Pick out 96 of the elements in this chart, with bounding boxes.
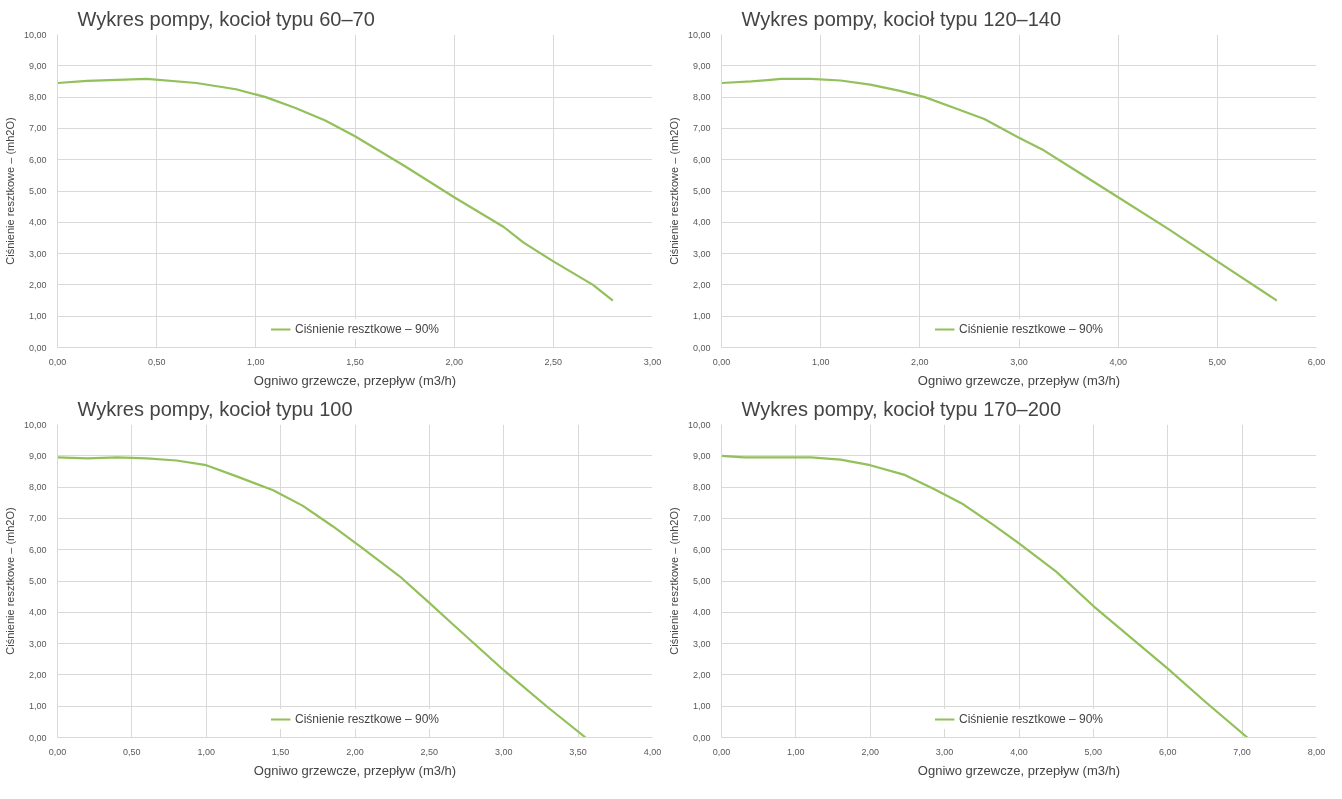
x-tick-label: 0,00 <box>712 746 731 757</box>
x-tick-label: 0,00 <box>48 356 67 367</box>
x-tick-label: 2,50 <box>544 356 563 367</box>
x-tick-label: 1,00 <box>811 356 830 367</box>
y-tick-label: 0,00 <box>692 732 711 743</box>
y-tick-label: 7,00 <box>28 513 47 524</box>
y-tick-label: 0,00 <box>28 342 47 353</box>
y-tick-label: 8,00 <box>28 92 47 103</box>
y-tick-label: 9,00 <box>28 450 47 461</box>
y-axis-title: Ciśnienie resztkowe – (mh2O) <box>667 507 680 655</box>
y-tick-label: 5,00 <box>28 186 47 196</box>
x-tick-label: 0,00 <box>48 746 67 757</box>
y-tick-label: 7,00 <box>28 123 47 134</box>
x-tick-label: 4,00 <box>1109 356 1127 367</box>
x-tick-label: 4,00 <box>1010 746 1028 757</box>
y-tick-label: 3,00 <box>692 248 711 259</box>
y-tick-label: 8,00 <box>28 482 47 493</box>
x-tick-label: 2,00 <box>445 356 463 367</box>
x-tick-label: 1,00 <box>247 356 265 367</box>
y-axis-title: Ciśnienie resztkowe – (mh2O) <box>3 117 16 265</box>
y-tick-label: 10,00 <box>23 29 47 40</box>
chart-title: Wykres pompy, kocioł typu 60–70 <box>77 7 375 30</box>
y-tick-label: 1,00 <box>692 701 711 712</box>
x-tick-label: 1,00 <box>787 746 805 757</box>
x-tick-label: 7,00 <box>1233 746 1251 757</box>
y-tick-label: 9,00 <box>692 60 711 71</box>
legend-label: Ciśnienie resztkowe – 90% <box>294 712 440 726</box>
y-tick-label: 6,00 <box>692 544 711 555</box>
y-tick-label: 10,00 <box>687 29 711 40</box>
y-tick-label: 6,00 <box>692 154 711 165</box>
y-tick-label: 5,00 <box>692 576 711 586</box>
x-tick-label: 3,00 <box>494 746 513 757</box>
y-tick-label: 3,00 <box>692 638 711 649</box>
y-tick-label: 2,00 <box>692 279 711 290</box>
y-tick-label: 4,00 <box>28 217 47 228</box>
line-series <box>721 454 1249 738</box>
y-tick-label: 10,00 <box>687 419 711 430</box>
legend-label: Ciśnienie resztkowe – 90% <box>294 322 440 336</box>
x-tick-label: 8,00 <box>1307 746 1326 757</box>
x-tick-label: 3,00 <box>1010 356 1028 367</box>
x-tick-label: 3,00 <box>935 746 954 757</box>
x-tick-label: 0,50 <box>123 746 141 757</box>
y-tick-label: 6,00 <box>28 154 47 165</box>
x-tick-label: 2,00 <box>346 746 364 757</box>
y-tick-label: 1,00 <box>28 701 47 712</box>
y-tick-label: 7,00 <box>692 513 711 524</box>
chart-title: Wykres pompy, kocioł typu 100 <box>77 397 353 420</box>
legend-label: Ciśnienie resztkowe – 90% <box>958 322 1104 336</box>
x-tick-label: 2,00 <box>911 356 929 367</box>
y-tick-label: 3,00 <box>28 248 47 259</box>
y-tick-label: 7,00 <box>692 123 711 134</box>
y-tick-label: 5,00 <box>692 186 711 196</box>
y-tick-label: 8,00 <box>692 482 711 493</box>
y-axis-title: Ciśnienie resztkowe – (mh2O) <box>3 507 16 655</box>
x-tick-label: 1,00 <box>197 746 216 757</box>
y-tick-label: 1,00 <box>692 311 711 322</box>
line-series <box>721 77 1278 302</box>
y-tick-label: 2,00 <box>28 669 47 680</box>
y-tick-label: 8,00 <box>692 92 711 103</box>
y-tick-label: 4,00 <box>692 607 711 618</box>
line-series <box>57 456 587 738</box>
y-tick-label: 4,00 <box>28 607 47 618</box>
y-tick-label: 9,00 <box>692 450 711 461</box>
legend-label: Ciśnienie resztkowe – 90% <box>958 712 1104 726</box>
y-axis-title: Ciśnienie resztkowe – (mh2O) <box>667 117 680 265</box>
x-tick-label: 0,50 <box>147 356 166 367</box>
x-axis-title: Ogniwo grzewcze, przepływ (m3/h) <box>917 372 1121 388</box>
y-tick-label: 9,00 <box>28 60 47 71</box>
chart-title: Wykres pompy, kocioł typu 120–140 <box>741 7 1062 30</box>
chart-title: Wykres pompy, kocioł typu 170–200 <box>741 397 1062 420</box>
y-tick-label: 4,00 <box>692 217 711 228</box>
y-tick-label: 1,00 <box>28 311 47 322</box>
y-tick-label: 0,00 <box>28 732 47 743</box>
line-series <box>57 77 614 302</box>
x-tick-label: 3,50 <box>569 746 587 757</box>
x-axis-title: Ogniwo grzewcze, przepływ (m3/h) <box>253 372 457 388</box>
x-tick-label: 2,00 <box>861 746 880 757</box>
x-tick-label: 2,50 <box>420 746 439 757</box>
x-tick-label: 6,00 <box>1307 356 1326 367</box>
y-tick-label: 2,00 <box>28 279 47 290</box>
y-tick-label: 6,00 <box>28 544 47 555</box>
x-tick-label: 1,50 <box>271 746 290 757</box>
y-tick-label: 0,00 <box>692 342 711 353</box>
x-tick-label: 4,00 <box>643 746 662 757</box>
y-tick-label: 2,00 <box>692 669 711 680</box>
x-tick-label: 5,00 <box>1208 356 1227 367</box>
x-tick-label: 6,00 <box>1158 746 1177 757</box>
x-tick-label: 0,00 <box>712 356 731 367</box>
x-axis-title: Ogniwo grzewcze, przepływ (m3/h) <box>917 762 1121 778</box>
x-tick-label: 1,50 <box>346 356 364 367</box>
x-tick-label: 5,00 <box>1084 746 1103 757</box>
x-tick-label: 3,00 <box>643 356 662 367</box>
x-axis-title: Ogniwo grzewcze, przepływ (m3/h) <box>253 762 457 778</box>
y-tick-label: 3,00 <box>28 638 47 649</box>
y-tick-label: 10,00 <box>23 419 47 430</box>
y-tick-label: 5,00 <box>28 576 47 586</box>
